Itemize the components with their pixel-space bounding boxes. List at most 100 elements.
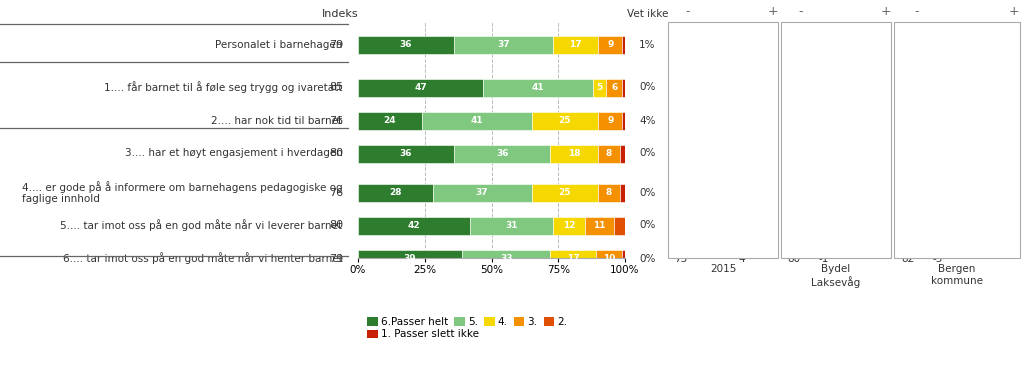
Text: -4: -4	[929, 149, 939, 158]
Text: 2015: 2015	[710, 264, 736, 274]
Text: -3: -3	[932, 116, 942, 125]
Text: 83: 83	[901, 39, 914, 50]
Bar	[944, 147, 957, 160]
Text: -3: -3	[932, 254, 942, 263]
Text: 37: 37	[476, 188, 488, 197]
Text: -: -	[799, 5, 803, 18]
Text: Vet ikke: Vet ikke	[627, 9, 669, 19]
Text: 41: 41	[470, 116, 483, 125]
Text: 25: 25	[559, 116, 571, 125]
Text: 80: 80	[787, 254, 801, 263]
Text: 41: 41	[531, 83, 545, 92]
Text: 81: 81	[787, 149, 801, 158]
Bar	[830, 219, 836, 232]
Text: -3: -3	[813, 82, 823, 93]
Bar	[723, 186, 745, 199]
Bar	[947, 114, 957, 127]
Text: 82: 82	[901, 254, 914, 263]
Text: -: -	[685, 5, 690, 18]
Text: -4: -4	[929, 82, 939, 93]
Text: Bydel
Laksevåg: Bydel Laksevåg	[811, 264, 860, 288]
Text: 69: 69	[675, 149, 688, 158]
Bar	[596, 249, 623, 268]
Text: -4: -4	[929, 220, 939, 231]
Text: 18: 18	[568, 149, 581, 158]
Text: 8: 8	[606, 188, 612, 197]
Text: 81: 81	[787, 39, 801, 50]
Text: 2.... har nok tid til barnet: 2.... har nok tid til barnet	[211, 116, 342, 125]
Text: 5: 5	[741, 220, 748, 231]
Bar	[834, 252, 836, 265]
Bar	[553, 217, 585, 234]
Bar	[723, 147, 754, 160]
Text: -1: -1	[818, 254, 828, 263]
Bar	[462, 249, 550, 268]
Bar	[830, 38, 836, 51]
Bar	[585, 217, 614, 234]
Text: 84: 84	[901, 220, 914, 231]
Text: 75: 75	[675, 254, 688, 263]
Bar	[827, 81, 836, 94]
Text: 80: 80	[330, 149, 344, 158]
Text: 82: 82	[787, 220, 801, 231]
Text: 79: 79	[330, 254, 344, 263]
Bar	[358, 112, 422, 130]
Bar	[723, 81, 728, 94]
Bar	[358, 217, 470, 234]
Text: -4: -4	[929, 39, 939, 50]
Text: 2: 2	[733, 82, 739, 93]
Text: Indeks: Indeks	[322, 9, 358, 19]
Text: 5: 5	[741, 116, 748, 125]
Text: 79: 79	[330, 39, 344, 50]
Bar	[944, 81, 957, 94]
Text: 3.... har et høyt engasjement i hverdagen: 3.... har et høyt engasjement i hverdage…	[125, 149, 342, 158]
Bar	[598, 183, 620, 201]
Text: 83: 83	[675, 82, 688, 93]
Text: 1.... får barnet til å føle seg trygg og ivaretatt: 1.... får barnet til å føle seg trygg og…	[104, 82, 342, 93]
Text: 36: 36	[496, 149, 509, 158]
Text: 17: 17	[569, 40, 582, 49]
Bar	[531, 112, 598, 130]
Text: 10: 10	[603, 254, 615, 263]
Text: 0: 0	[874, 187, 881, 197]
Bar	[944, 219, 957, 232]
Text: -1: -1	[818, 116, 828, 125]
Bar	[358, 79, 483, 96]
Bar	[598, 112, 623, 130]
Text: 77: 77	[787, 116, 801, 125]
Bar	[953, 186, 957, 199]
Text: 0%: 0%	[639, 82, 655, 93]
Bar	[358, 144, 454, 163]
Text: -2: -2	[816, 220, 826, 231]
Text: 76: 76	[787, 187, 801, 197]
Text: 4: 4	[738, 254, 745, 263]
Text: +: +	[881, 5, 891, 18]
Bar	[614, 217, 625, 234]
Legend: 1. Passer slett ikke: 1. Passer slett ikke	[364, 325, 483, 344]
Bar	[593, 79, 606, 96]
Bar	[358, 36, 454, 54]
Text: 24: 24	[384, 116, 396, 125]
Text: 5: 5	[597, 83, 603, 92]
Bar	[723, 219, 737, 232]
Bar	[358, 249, 462, 268]
Bar	[454, 144, 550, 163]
Bar	[834, 147, 836, 160]
Text: 25: 25	[559, 188, 571, 197]
Text: 8: 8	[750, 187, 757, 197]
Text: 1%: 1%	[639, 39, 655, 50]
Text: 0%: 0%	[639, 149, 655, 158]
Bar	[433, 183, 531, 201]
Text: 0%: 0%	[639, 220, 655, 231]
Bar	[598, 36, 623, 54]
Bar	[947, 252, 957, 265]
Bar	[623, 249, 625, 268]
Text: 31: 31	[505, 221, 518, 230]
Text: -1: -1	[818, 149, 828, 158]
Text: 74: 74	[675, 39, 688, 50]
Text: 8: 8	[606, 149, 612, 158]
Text: 47: 47	[415, 83, 427, 92]
Text: 77: 77	[901, 187, 914, 197]
Text: Personalet i barnehagen: Personalet i barnehagen	[215, 39, 342, 50]
Text: 33: 33	[500, 254, 512, 263]
